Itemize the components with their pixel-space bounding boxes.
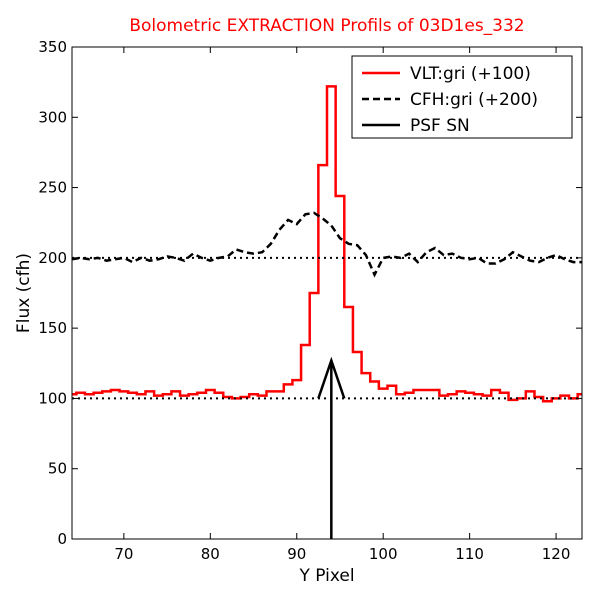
chart-title: Bolometric EXTRACTION Profils of 03D1es_… bbox=[129, 16, 524, 36]
legend-label-cfh: CFH:gri (+200) bbox=[410, 90, 538, 110]
y-tick-label: 0 bbox=[57, 530, 67, 548]
legend-label-vlt: VLT:gri (+100) bbox=[410, 64, 531, 84]
series-cfh-dashed-line bbox=[72, 211, 582, 278]
x-tick-label: 110 bbox=[455, 545, 484, 563]
y-tick-label: 250 bbox=[38, 179, 67, 197]
y-tick-label: 50 bbox=[48, 460, 67, 478]
psf-arrow-head bbox=[317, 356, 346, 399]
x-tick-label: 100 bbox=[369, 545, 398, 563]
x-axis-label: Y Pixel bbox=[298, 566, 354, 586]
x-tick-label: 90 bbox=[287, 545, 306, 563]
y-tick-label: 100 bbox=[38, 389, 67, 407]
x-tick-label: 80 bbox=[201, 545, 220, 563]
axes-frame bbox=[71, 46, 583, 540]
reference-lines bbox=[72, 256, 582, 400]
y-tick-label: 200 bbox=[38, 249, 67, 267]
y-tick-label: 150 bbox=[38, 319, 67, 337]
legend-label-psf: PSF SN bbox=[410, 116, 470, 136]
axis-ticks: 70 80 90 100 110 120 0 50 100 150 200 250 300 350 bbox=[38, 38, 582, 563]
y-tick-label: 300 bbox=[38, 108, 67, 126]
y-tick-label: 350 bbox=[38, 38, 67, 56]
axes-border bbox=[71, 46, 583, 540]
plot-area bbox=[72, 85, 582, 539]
legend: VLT:gri (+100) CFH:gri (+200) PSF SN bbox=[351, 55, 573, 139]
x-tick-label: 120 bbox=[542, 545, 571, 563]
y-axis-label: Flux (cfh) bbox=[14, 253, 34, 333]
x-tick-label: 70 bbox=[114, 545, 133, 563]
series-vlt-step-line bbox=[72, 85, 582, 403]
